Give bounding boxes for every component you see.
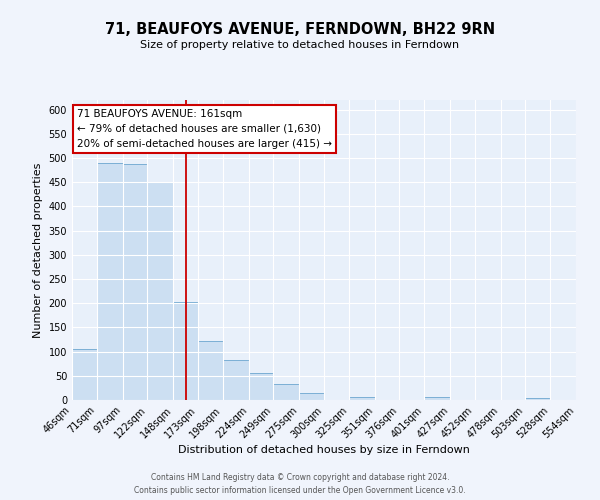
Bar	[526, 398, 550, 400]
Bar	[198, 341, 223, 400]
Text: Contains HM Land Registry data © Crown copyright and database right 2024.
Contai: Contains HM Land Registry data © Crown c…	[134, 474, 466, 495]
Y-axis label: Number of detached properties: Number of detached properties	[33, 162, 43, 338]
Bar	[148, 182, 173, 400]
Bar	[97, 163, 122, 400]
Bar	[299, 392, 324, 400]
Bar	[223, 360, 248, 400]
Bar	[349, 396, 374, 400]
Text: 71 BEAUFOYS AVENUE: 161sqm
← 79% of detached houses are smaller (1,630)
20% of s: 71 BEAUFOYS AVENUE: 161sqm ← 79% of deta…	[77, 109, 332, 148]
Bar	[424, 396, 450, 400]
Bar	[173, 302, 198, 400]
Text: 71, BEAUFOYS AVENUE, FERNDOWN, BH22 9RN: 71, BEAUFOYS AVENUE, FERNDOWN, BH22 9RN	[105, 22, 495, 38]
Bar	[72, 349, 97, 400]
Bar	[122, 164, 148, 400]
Bar	[274, 384, 299, 400]
Bar	[248, 374, 274, 400]
X-axis label: Distribution of detached houses by size in Ferndown: Distribution of detached houses by size …	[178, 446, 470, 456]
Text: Size of property relative to detached houses in Ferndown: Size of property relative to detached ho…	[140, 40, 460, 50]
